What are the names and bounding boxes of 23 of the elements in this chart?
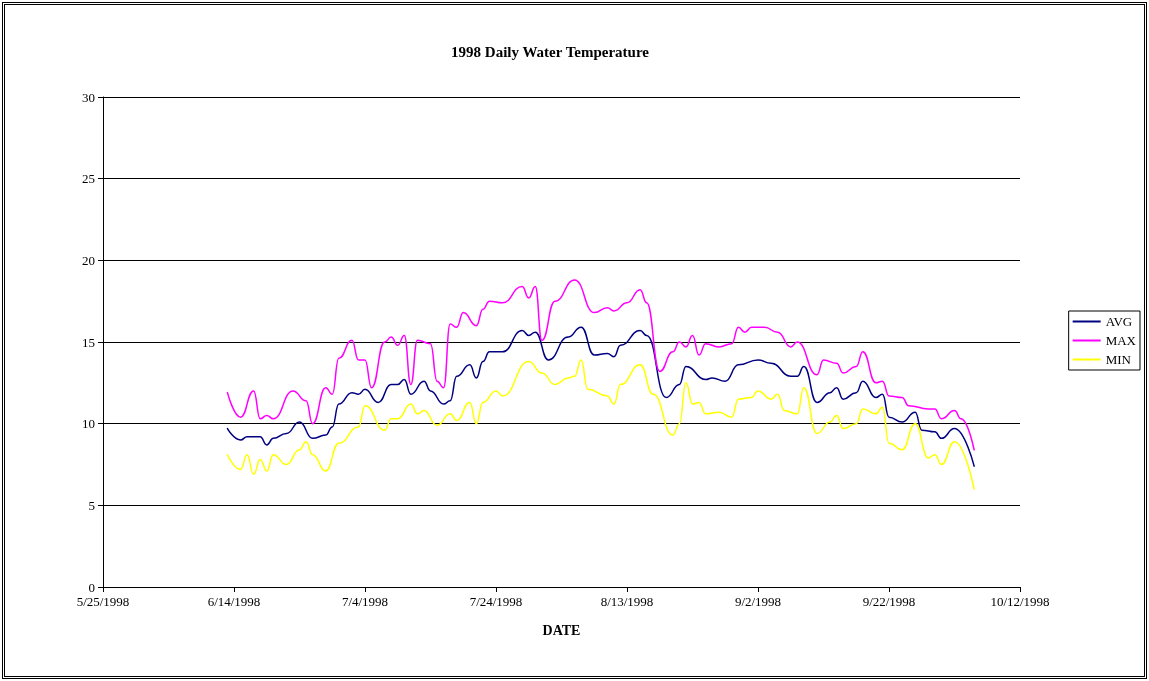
x-tick-label: 5/25/1998 bbox=[76, 594, 130, 609]
x-tick-label: 7/4/1998 bbox=[341, 594, 389, 609]
legend-label: MAX bbox=[1105, 333, 1137, 348]
x-tick-label: 8/13/1998 bbox=[600, 594, 654, 609]
y-tick-label: 0 bbox=[88, 579, 95, 595]
line-series bbox=[226, 359, 975, 490]
x-tick-label: 9/22/1998 bbox=[862, 594, 916, 609]
x-tick-label: 7/24/1998 bbox=[469, 594, 523, 609]
y-tick-label: 5 bbox=[88, 497, 95, 513]
chart-title: 1998 Daily Water Temperature bbox=[451, 43, 650, 60]
y-tick-label: 30 bbox=[82, 89, 95, 105]
legend-label: MIN bbox=[1105, 352, 1132, 367]
y-tick-label: 20 bbox=[82, 252, 95, 268]
legend-label: AVG bbox=[1105, 314, 1133, 329]
x-tick-label: 9/2/1998 bbox=[734, 594, 782, 609]
x-tick-label: 10/12/1998 bbox=[990, 594, 1050, 609]
y-tick-label: 25 bbox=[82, 171, 95, 187]
y-tick-label: 10 bbox=[82, 416, 95, 432]
x-tick-label: 6/14/1998 bbox=[207, 594, 261, 609]
line-series bbox=[226, 279, 975, 451]
y-tick-label: 15 bbox=[82, 334, 95, 350]
line-series bbox=[226, 326, 975, 467]
x-axis-title: DATE bbox=[542, 622, 581, 638]
